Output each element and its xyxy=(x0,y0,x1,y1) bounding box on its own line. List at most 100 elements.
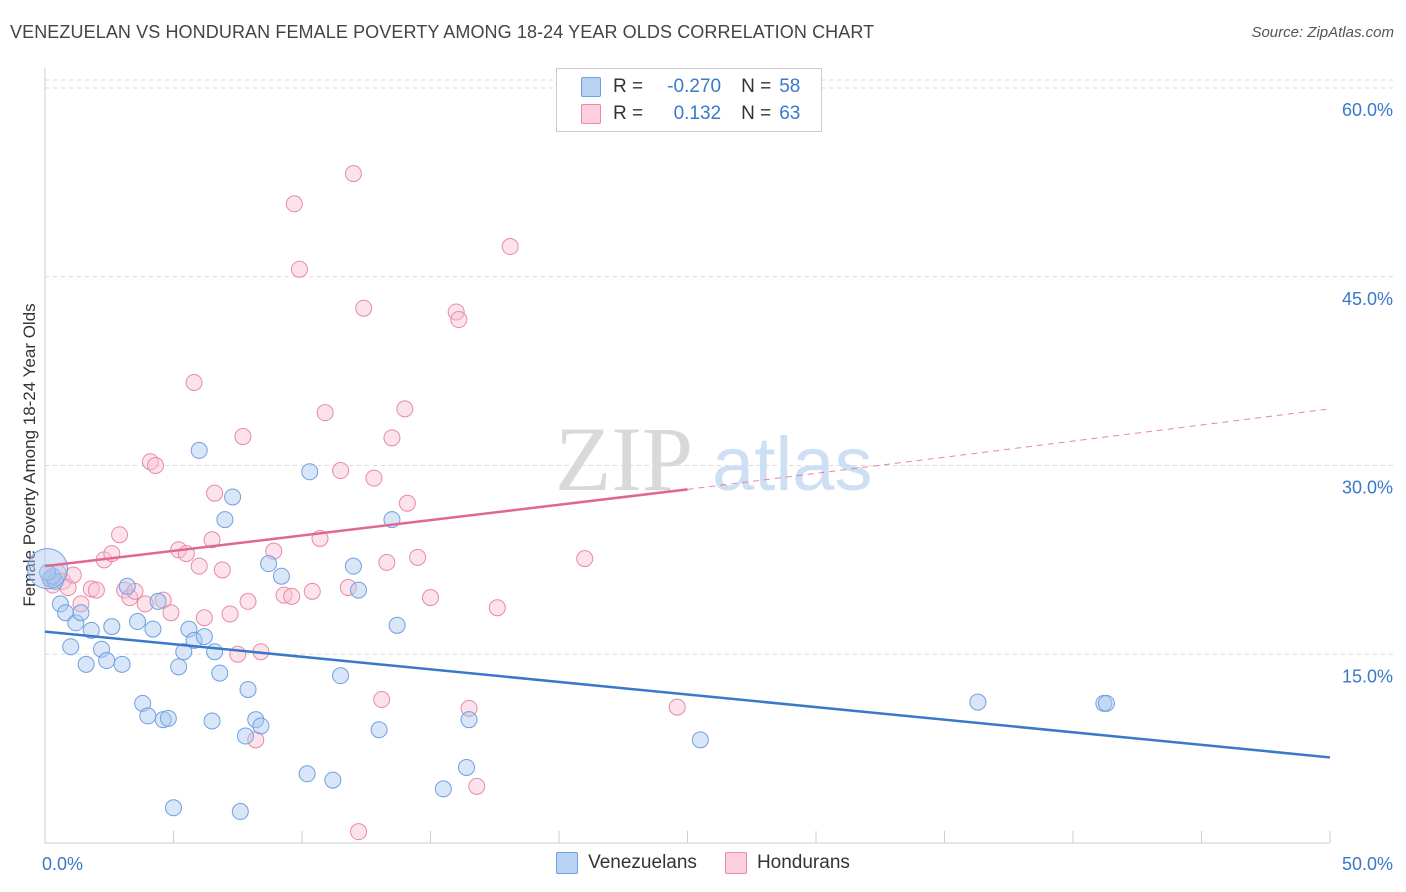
honduran-point xyxy=(64,566,82,584)
honduran-point xyxy=(285,195,303,213)
honduran-point xyxy=(576,550,594,568)
honduran-point xyxy=(668,698,686,716)
venezuelan-point xyxy=(77,655,95,673)
honduran-point xyxy=(422,589,439,607)
watermark: ZIP atlas xyxy=(555,408,873,510)
honduran-point xyxy=(239,592,257,610)
venezuelan-point xyxy=(252,717,270,735)
honduran-trend-extension xyxy=(687,408,1331,490)
honduran-point xyxy=(87,581,105,599)
legend-n-label: N = xyxy=(741,76,772,97)
honduran-point xyxy=(316,404,334,422)
honduran-point xyxy=(213,561,231,579)
honduran-point xyxy=(303,582,321,600)
legend-r-value: 0.132 xyxy=(673,103,722,124)
venezuelan-point xyxy=(62,638,80,656)
venezuelan-point xyxy=(98,652,116,670)
venezuelan-point xyxy=(203,712,221,730)
venezuelan-point xyxy=(239,680,257,698)
venezuelan-point xyxy=(103,618,121,636)
honduran-point xyxy=(409,548,427,566)
trend-lines xyxy=(44,408,1331,759)
venezuelan-point xyxy=(211,664,229,682)
venezuelan-point xyxy=(129,613,147,631)
honduran-point xyxy=(350,823,368,841)
honduran-point xyxy=(221,605,239,623)
honduran-point xyxy=(203,531,221,549)
source-label: Source: ZipAtlas.com xyxy=(1251,24,1394,41)
legend-r-label: R = xyxy=(613,103,644,124)
legend-swatch-venezuelans xyxy=(581,77,601,97)
venezuelan-point xyxy=(82,621,100,639)
venezuelan-point xyxy=(134,694,152,712)
legend-row-hondurans: R = 0.132 N = 63 xyxy=(581,102,800,126)
venezuelan-point xyxy=(185,631,203,649)
venezuelan-point xyxy=(195,628,213,646)
venezuelan-point xyxy=(460,711,478,729)
venezuelan-point xyxy=(324,771,342,789)
honduran-point xyxy=(72,595,90,613)
venezuelan-point xyxy=(57,604,75,622)
honduran-point xyxy=(185,373,203,391)
venezuelan-point xyxy=(1097,694,1115,712)
honduran-point xyxy=(365,469,383,487)
venezuelan-point xyxy=(206,643,224,661)
honduran-point xyxy=(332,462,350,480)
axes xyxy=(44,68,1331,844)
honduran-point xyxy=(468,777,486,795)
venezuelan-point xyxy=(165,799,182,817)
honduran-point xyxy=(206,484,224,502)
venezuelan-point xyxy=(144,620,162,638)
honduran-point xyxy=(383,429,401,447)
y-tick-label: 30.0% xyxy=(1342,478,1393,498)
venezuelan-point xyxy=(175,643,193,661)
legend-swatch-venezuelans xyxy=(556,852,579,874)
legend-n-label: N = xyxy=(741,103,772,124)
venezuelan-point xyxy=(67,614,85,632)
venezuelan-point xyxy=(159,709,177,727)
venezuelan-point xyxy=(170,658,188,676)
honduran-point xyxy=(195,609,213,627)
legend-swatch-hondurans xyxy=(581,104,601,124)
venezuelan-point xyxy=(39,563,57,581)
honduran-trend-line xyxy=(44,488,688,568)
venezuelan-point xyxy=(113,655,131,673)
honduran-point xyxy=(378,553,396,571)
honduran-point xyxy=(488,599,506,617)
honduran-point xyxy=(398,494,416,512)
honduran-point xyxy=(344,165,362,183)
venezuelan-point xyxy=(388,616,406,634)
y-tick-label: 45.0% xyxy=(1342,289,1393,309)
legend-r-label: R = xyxy=(613,76,644,97)
venezuelan-point xyxy=(301,463,319,481)
venezuelan-point xyxy=(332,667,350,685)
honduran-point xyxy=(501,238,519,256)
venezuelan-point xyxy=(27,548,69,590)
venezuelan-point xyxy=(216,511,234,529)
tick-labels: 15.0% 30.0% 45.0% 60.0% 0.0% 50.0% xyxy=(42,100,1393,874)
legend-item-hondurans[interactable]: Hondurans xyxy=(724,852,850,874)
venezuelan-point xyxy=(298,765,316,783)
honduran-point xyxy=(162,604,180,622)
venezuelan-point xyxy=(118,577,136,595)
legend-item-venezuelans[interactable]: Venezuelans xyxy=(556,852,697,874)
honduran-point xyxy=(373,691,391,709)
legend-n-value: 58 xyxy=(779,76,801,97)
watermark-zip: ZIP xyxy=(555,408,693,510)
honduran-point xyxy=(290,260,308,278)
venezuelan-point xyxy=(370,721,388,739)
venezuelan-point xyxy=(350,581,368,599)
watermark-atlas: atlas xyxy=(712,422,873,507)
venezuelan-point xyxy=(260,555,278,573)
series-legend: Venezuelans Hondurans xyxy=(0,852,1406,874)
honduran-point xyxy=(111,526,129,544)
venezuelan-trend-line xyxy=(44,630,1331,759)
legend-r-value: -0.270 xyxy=(667,76,722,97)
venezuelan-point xyxy=(190,441,208,459)
y-tick-label: 60.0% xyxy=(1342,100,1393,120)
venezuelan-point xyxy=(344,557,362,575)
venezuelan-point xyxy=(457,759,475,776)
legend-swatch-hondurans xyxy=(724,852,747,874)
honduran-point xyxy=(147,457,165,474)
